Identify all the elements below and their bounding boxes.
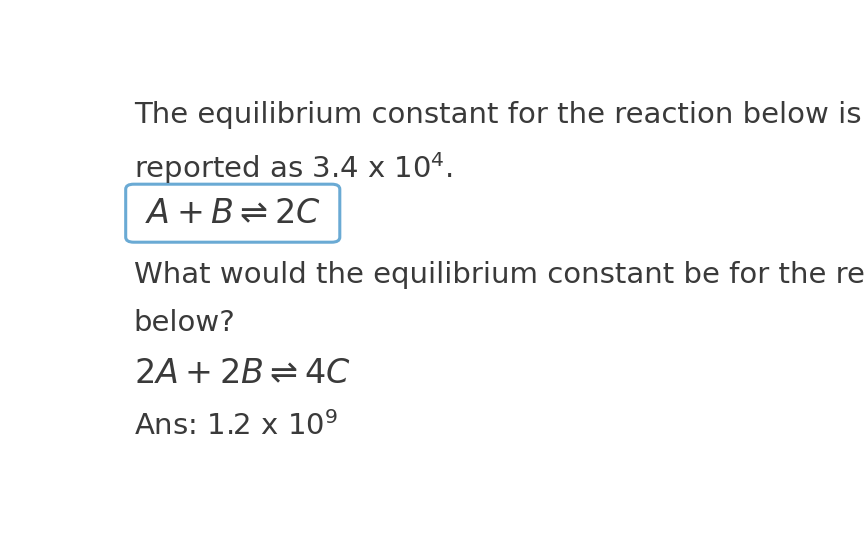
Text: below?: below? xyxy=(133,309,236,337)
Text: Ans: 1.2 x 10$^{9}$: Ans: 1.2 x 10$^{9}$ xyxy=(133,411,338,441)
Text: $2\mathit{A} + 2\mathit{B} \rightleftharpoons 4\mathit{C}$: $2\mathit{A} + 2\mathit{B} \rightlefthar… xyxy=(133,357,351,390)
Text: reported as 3.4 x 10$^{4}$.: reported as 3.4 x 10$^{4}$. xyxy=(133,151,453,186)
FancyBboxPatch shape xyxy=(126,184,339,242)
Text: $\mathit{A} + \mathit{B} \rightleftharpoons 2\mathit{C}$: $\mathit{A} + \mathit{B} \rightleftharpo… xyxy=(145,197,320,230)
Text: What would the equilibrium constant be for the reaction: What would the equilibrium constant be f… xyxy=(133,261,866,289)
Text: The equilibrium constant for the reaction below is: The equilibrium constant for the reactio… xyxy=(133,100,862,128)
